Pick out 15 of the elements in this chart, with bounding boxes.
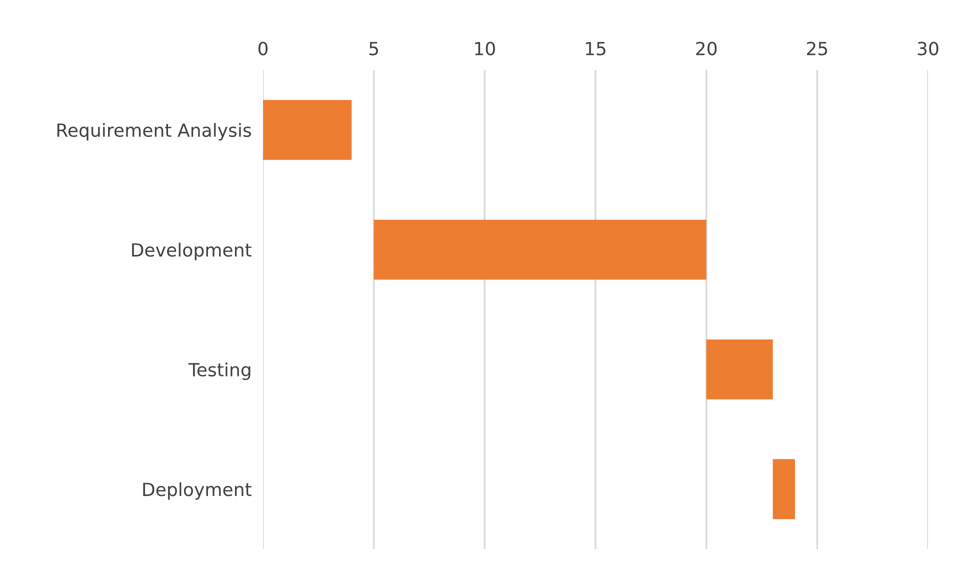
x-tick-label: 30 [918, 42, 938, 56]
bar [374, 220, 706, 280]
x-tick-label: 20 [696, 42, 717, 56]
y-tick-label: Requirement Analysis [57, 123, 252, 140]
x-tick-label: 0 [258, 42, 268, 56]
x-tick-label: 10 [475, 42, 495, 56]
bar [772, 459, 795, 520]
x-tick-label: 5 [369, 42, 378, 56]
bar [263, 100, 352, 160]
x-tick-label: 25 [807, 42, 828, 56]
bar [706, 339, 773, 400]
y-tick-label: Deployment [143, 482, 252, 500]
x-tick-label: 15 [586, 42, 606, 56]
y-tick-label: Development [132, 242, 252, 260]
y-tick-label: Testing [188, 362, 250, 380]
